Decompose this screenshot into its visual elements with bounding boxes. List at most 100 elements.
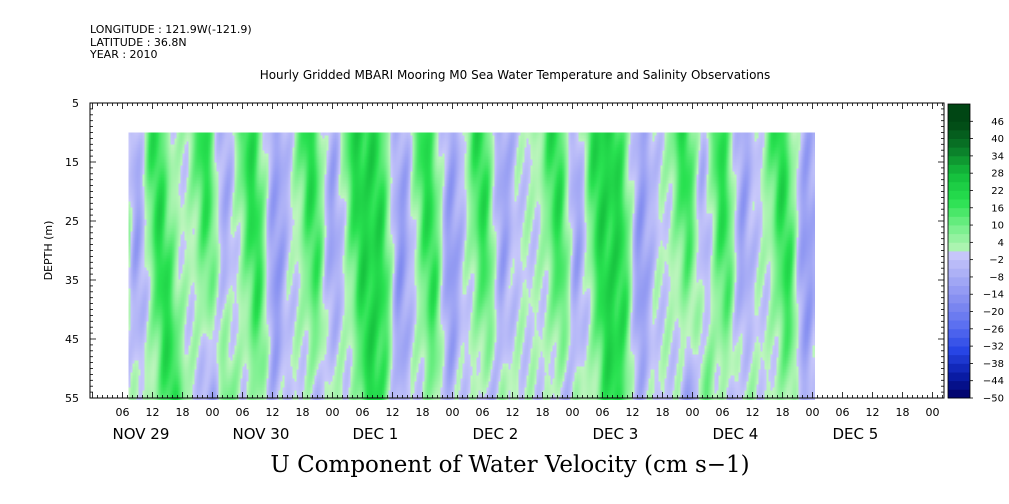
heatmap-cell: [193, 202, 195, 205]
heatmap-cell: [137, 283, 139, 286]
heatmap-cell: [177, 280, 179, 283]
heatmap-cell: [133, 310, 135, 313]
heatmap-cell: [231, 325, 233, 328]
heatmap-cell: [129, 373, 131, 376]
heatmap-cell: [227, 145, 229, 148]
heatmap-cell: [169, 301, 171, 304]
heatmap-cell: [209, 211, 211, 214]
heatmap-cell: [223, 370, 225, 373]
heatmap-cell: [233, 316, 235, 319]
heatmap-cell: [179, 151, 181, 154]
heatmap-cell: [209, 343, 211, 346]
heatmap-cell: [163, 217, 165, 220]
heatmap-cell: [161, 178, 163, 181]
heatmap-cell: [141, 358, 143, 361]
heatmap-cell: [199, 286, 201, 289]
heatmap-cell: [203, 325, 205, 328]
heatmap-cell: [135, 181, 137, 184]
heatmap-cell: [145, 385, 147, 388]
heatmap-cell: [193, 280, 195, 283]
heatmap-cell: [211, 223, 213, 226]
heatmap-cell: [151, 325, 153, 328]
heatmap-cell: [227, 199, 229, 202]
heatmap-cell: [199, 379, 201, 382]
heatmap-cell: [157, 205, 159, 208]
heatmap-cell: [213, 232, 215, 235]
heatmap-cell: [173, 265, 175, 268]
heatmap-cell: [145, 265, 147, 268]
heatmap-cell: [131, 184, 133, 187]
heatmap-cell: [131, 391, 133, 394]
heatmap-cell: [207, 259, 209, 262]
heatmap-cell: [157, 382, 159, 385]
heatmap-cell: [197, 178, 199, 181]
heatmap-cell: [139, 358, 141, 361]
heatmap-cell: [211, 277, 213, 280]
heatmap-cell: [139, 172, 141, 175]
heatmap-cell: [151, 346, 153, 349]
heatmap-cell: [203, 367, 205, 370]
heatmap-cell: [209, 142, 211, 145]
heatmap-cell: [155, 283, 157, 286]
heatmap-cell: [199, 136, 201, 139]
heatmap-cell: [189, 235, 191, 238]
heatmap-cell: [141, 283, 143, 286]
heatmap-cell: [199, 316, 201, 319]
heatmap-cell: [231, 142, 233, 145]
heatmap-cell: [179, 244, 181, 247]
heatmap-cell: [183, 208, 185, 211]
heatmap-cell: [183, 382, 185, 385]
heatmap-cell: [227, 304, 229, 307]
heatmap-cell: [223, 169, 225, 172]
heatmap-cell: [135, 133, 137, 136]
heatmap-cell: [143, 244, 145, 247]
heatmap-cell: [209, 295, 211, 298]
heatmap-cell: [231, 253, 233, 256]
heatmap-cell: [167, 271, 169, 274]
heatmap-cell: [235, 181, 237, 184]
heatmap-cell: [197, 274, 199, 277]
heatmap-cell: [205, 394, 207, 397]
heatmap-cell: [215, 238, 217, 241]
heatmap-cell: [163, 385, 165, 388]
heatmap-cell: [237, 187, 239, 190]
heatmap-cell: [217, 307, 219, 310]
heatmap-cell: [161, 298, 163, 301]
heatmap-cell: [187, 343, 189, 346]
heatmap-cell: [151, 205, 153, 208]
heatmap-cell: [135, 202, 137, 205]
heatmap-cell: [175, 229, 177, 232]
heatmap-cell: [185, 277, 187, 280]
heatmap-cell: [133, 385, 135, 388]
heatmap-cell: [235, 205, 237, 208]
heatmap-cell: [149, 226, 151, 229]
heatmap-cell: [233, 271, 235, 274]
heatmap-cell: [133, 265, 135, 268]
heatmap-cell: [197, 247, 199, 250]
heatmap-cell: [189, 247, 191, 250]
heatmap-cell: [183, 136, 185, 139]
heatmap-cell: [159, 226, 161, 229]
heatmap-cell: [147, 280, 149, 283]
heatmap-cell: [215, 376, 217, 379]
heatmap-cell: [181, 301, 183, 304]
heatmap-cell: [179, 133, 181, 136]
heatmap-cell: [173, 202, 175, 205]
heatmap-cell: [185, 163, 187, 166]
heatmap-cell: [227, 289, 229, 292]
heatmap-cell: [153, 295, 155, 298]
heatmap-cell: [223, 319, 225, 322]
heatmap-cell: [133, 241, 135, 244]
heatmap-cell: [231, 280, 233, 283]
heatmap-cell: [217, 226, 219, 229]
heatmap-cell: [145, 184, 147, 187]
heatmap-cell: [215, 271, 217, 274]
heatmap-cell: [199, 391, 201, 394]
heatmap-cell: [183, 154, 185, 157]
heatmap-cell: [129, 358, 131, 361]
heatmap-cell: [153, 379, 155, 382]
heatmap-cell: [205, 304, 207, 307]
heatmap-cell: [133, 145, 135, 148]
heatmap-cell: [133, 151, 135, 154]
heatmap-cell: [153, 331, 155, 334]
